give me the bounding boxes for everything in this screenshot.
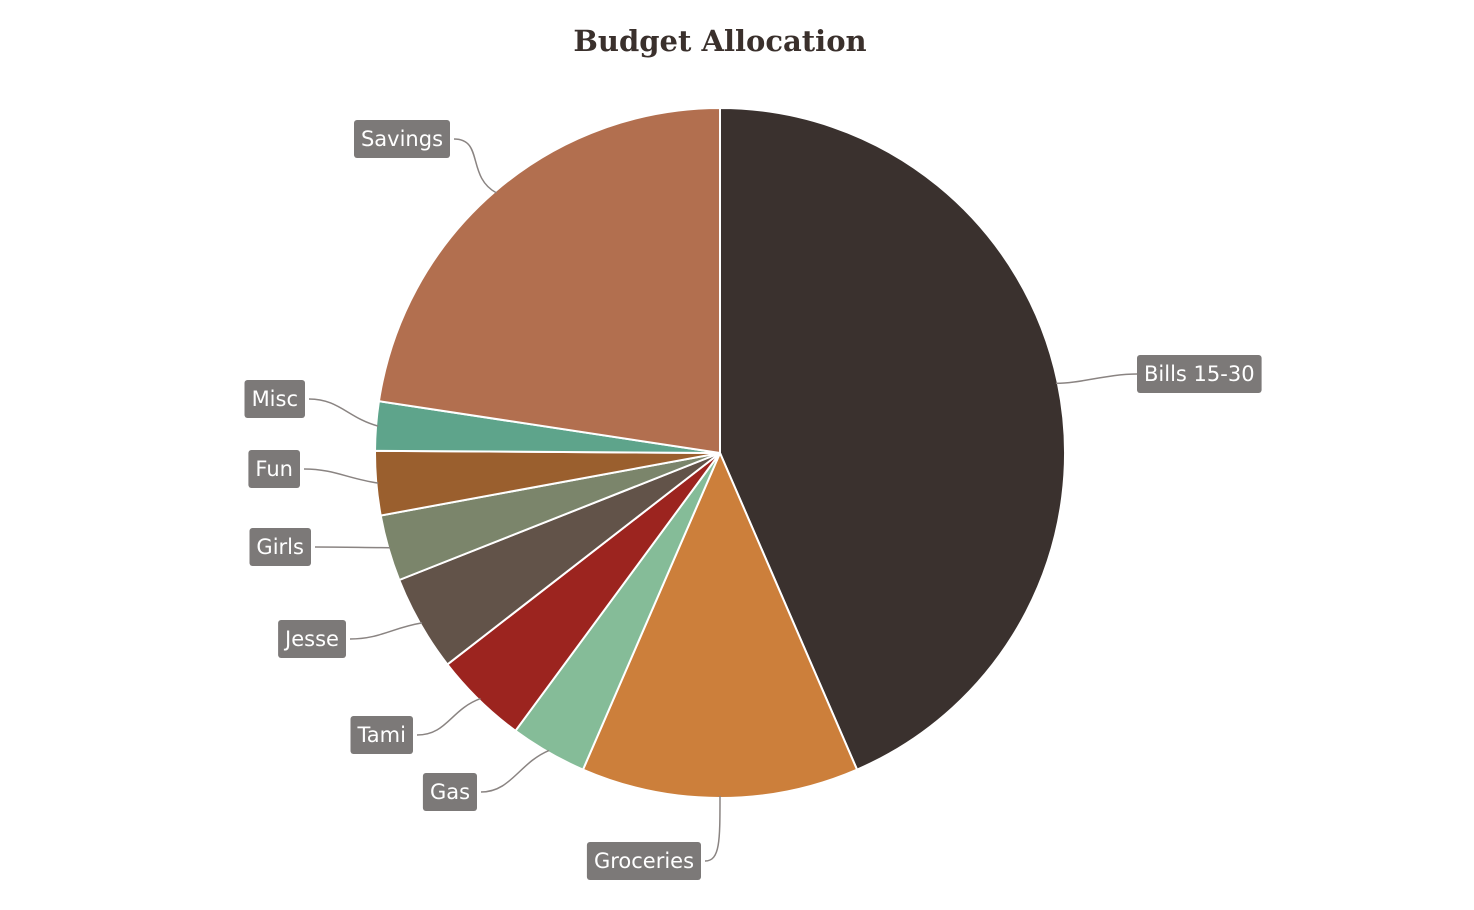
labels-layer: Bills 15-30 Groceries Gas Tami Jesse Girls Fun… [244,120,1262,880]
slice-label-groceries: Groceries [586,842,701,880]
slice-label-gas: Gas [422,773,477,811]
slice-label-text: Groceries [594,849,694,873]
slice-label-text: Savings [361,127,443,151]
slice-label-box [244,380,305,418]
slice-label-text: Gas [430,780,470,804]
leader-line-bills-15-30 [1055,373,1138,385]
slice-label-misc: Misc [244,380,305,418]
slices-layer [374,106,1067,799]
slice-label-savings: Savings [354,120,450,158]
leader-line-fun [303,468,379,484]
slice-label-text: Misc [252,387,298,411]
leader-line-tami [416,697,481,736]
slice-label-jesse: Jesse [278,620,346,658]
chart-title: Budget Allocation [573,24,867,58]
slice-label-text: Bills 15-30 [1144,362,1255,386]
slice-label-box [1137,355,1262,393]
slice-label-tami: Tami [350,716,413,754]
leader-line-gas [480,749,550,793]
slice-label-box [248,450,300,488]
slice-label-text: Girls [256,535,304,559]
leader-line-misc [308,398,379,427]
leader-line-savings [453,138,497,194]
slice-label-girls: Girls [249,528,311,566]
slice-label-box [249,528,311,566]
slice-label-bills-15-30: Bills 15-30 [1137,355,1262,393]
pie-slice-savings [377,106,721,455]
leader-line-girls [314,546,391,549]
slice-label-box [422,773,477,811]
slice-label-box [354,120,450,158]
slice-label-text: Tami [356,723,406,747]
slice-label-box [586,842,701,880]
slice-label-fun: Fun [248,450,300,488]
slice-label-text: Jesse [283,627,339,651]
slice-label-box [278,620,346,658]
slice-label-text: Fun [255,457,293,481]
slice-label-box [350,716,413,754]
leader-line-groceries [704,795,721,862]
leader-line-jesse [349,622,423,640]
